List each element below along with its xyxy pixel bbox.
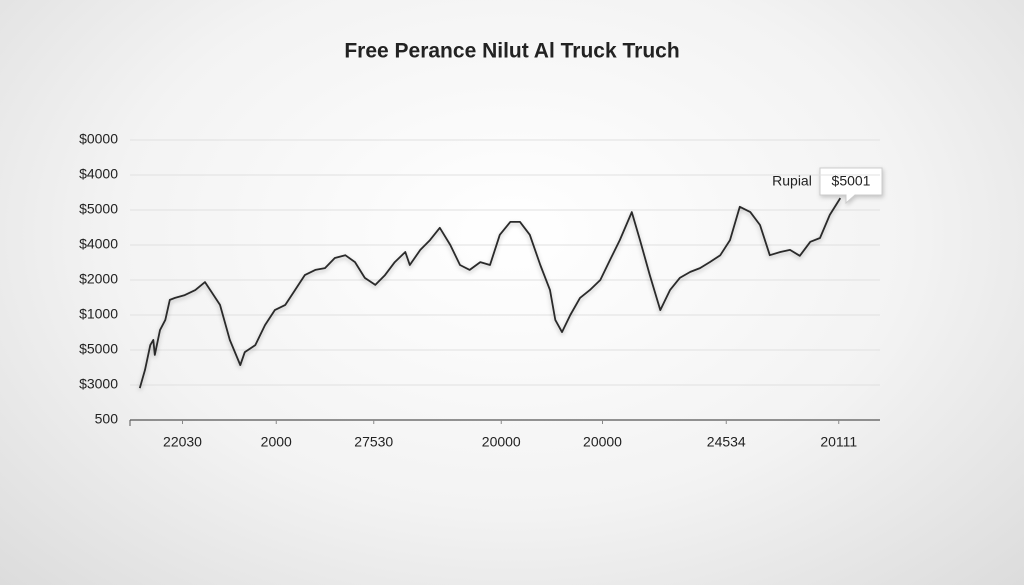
y-tick-label: $5000	[79, 341, 118, 357]
y-tick-label: $0000	[79, 131, 118, 147]
annotation-box	[819, 167, 883, 205]
y-tick-label: $1000	[79, 306, 118, 322]
annotation-label: Rupial	[772, 173, 812, 189]
chart-title: Free Perance Nilut Al Truck Truch	[344, 40, 679, 63]
x-tick-label: 20000	[583, 434, 622, 450]
x-tick-label: 20000	[482, 434, 521, 450]
y-tick-label: $4000	[79, 166, 118, 182]
y-tick-label: $4000	[79, 236, 118, 252]
data-line	[138, 197, 842, 389]
y-tick-label: $5000	[79, 201, 118, 217]
x-tick-label: 2000	[261, 434, 292, 450]
x-tick-label: 24534	[707, 434, 746, 450]
x-tick-label: 27530	[354, 434, 393, 450]
y-tick-label: $3000	[79, 376, 118, 392]
x-tick-label: 20111	[820, 434, 857, 450]
x-tick-label: 22030	[163, 434, 202, 450]
y-tick-label: 500	[95, 411, 119, 427]
annotation-value: $5001	[832, 173, 871, 189]
y-tick-label: $2000	[79, 271, 118, 287]
